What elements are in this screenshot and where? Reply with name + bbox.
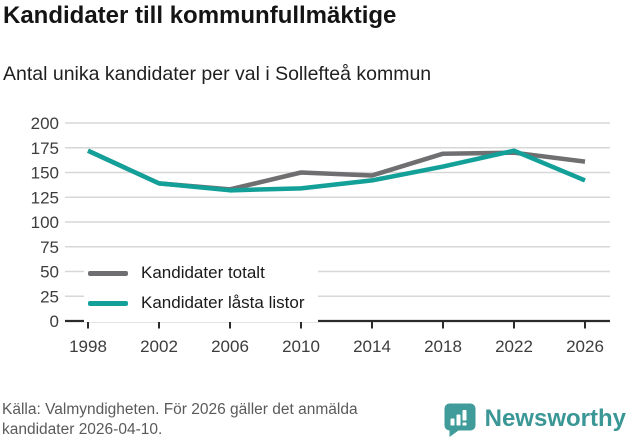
legend-label-lasta-listor: Kandidater låsta listor	[141, 293, 305, 312]
line-chart: 1998 2002 2006 2010 2014 2018 2022 2026 0 25 50 75 1…	[31, 114, 610, 356]
svg-text:0: 0	[50, 312, 59, 331]
chart-title: Kandidater till kommunfullmäktige	[3, 2, 397, 29]
svg-text:2018: 2018	[424, 337, 462, 356]
chart-subtitle: Antal unika kandidater per val i Solleft…	[3, 63, 432, 85]
svg-text:1998: 1998	[69, 337, 107, 356]
source-note-line1: Källa: Valmyndigheten. För 2026 gäller d…	[2, 401, 358, 418]
legend-label-totalt: Kandidater totalt	[141, 263, 265, 282]
svg-text:175: 175	[31, 139, 59, 158]
svg-text:125: 125	[31, 188, 59, 207]
legend-item-lasta-listor: Kandidater låsta listor	[88, 288, 304, 318]
svg-text:2026: 2026	[566, 337, 604, 356]
svg-text:2010: 2010	[282, 337, 320, 356]
source-note: Källa: Valmyndigheten. För 2026 gäller d…	[2, 400, 432, 439]
svg-text:50: 50	[40, 263, 59, 282]
chart-legend: Kandidater totalt Kandidater låsta listo…	[84, 256, 319, 322]
newsworthy-logo-icon	[444, 403, 476, 437]
svg-text:2014: 2014	[353, 337, 391, 356]
svg-text:75: 75	[40, 238, 59, 257]
svg-text:2006: 2006	[211, 337, 249, 356]
svg-text:2022: 2022	[495, 337, 533, 356]
source-note-line2: kandidater 2026-04-10.	[2, 420, 163, 438]
svg-text:150: 150	[31, 164, 59, 183]
legend-swatch-totalt-icon	[88, 270, 128, 276]
chart-area: 1998 2002 2006 2010 2014 2018 2022 2026 0 25 50 75 1…	[0, 108, 631, 370]
svg-text:100: 100	[31, 213, 59, 232]
svg-text:200: 200	[31, 114, 59, 133]
newsworthy-wordmark: Newsworthy	[484, 405, 626, 432]
newsworthy-brand: Newsworthy	[442, 401, 626, 437]
legend-item-totalt: Kandidater totalt	[88, 258, 304, 288]
svg-text:2002: 2002	[140, 337, 178, 356]
svg-text:25: 25	[40, 287, 59, 306]
legend-swatch-lasta-listor-icon	[88, 300, 128, 306]
